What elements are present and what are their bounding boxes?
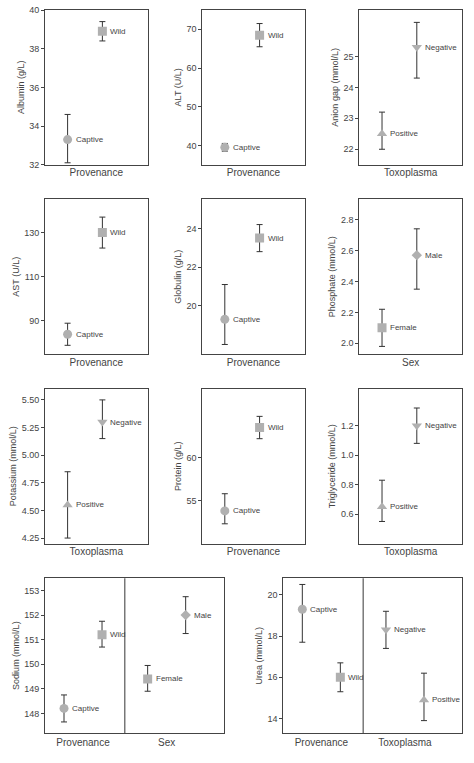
svg-text:Wild: Wild [268,423,284,432]
svg-text:22: 22 [344,144,354,154]
svg-text:Negative: Negative [425,421,457,430]
svg-text:4.75: 4.75 [22,478,40,488]
svg-text:32: 32 [29,160,39,170]
svg-text:90: 90 [29,316,39,326]
svg-text:2.4: 2.4 [341,277,354,287]
svg-text:Captive: Captive [233,506,261,515]
svg-text:Toxoplasma: Toxoplasma [70,546,124,557]
svg-text:148: 148 [24,708,39,718]
svg-text:1.0: 1.0 [341,450,354,460]
svg-text:Sex: Sex [158,737,175,748]
svg-text:Female: Female [390,323,417,332]
svg-text:Toxoplasma: Toxoplasma [384,546,438,557]
svg-text:16: 16 [267,672,277,682]
svg-text:AST (U/L): AST (U/L) [11,257,21,297]
svg-text:Phosphate (mmol/L): Phosphate (mmol/L) [327,236,337,317]
svg-text:60: 60 [186,63,196,73]
svg-text:Potassium (mmol/L): Potassium (mmol/L) [8,426,18,506]
svg-text:Negative: Negative [394,625,426,634]
svg-text:Female: Female [156,674,183,683]
svg-text:Albumin (g/L): Albumin (g/L) [16,61,26,115]
svg-text:4.25: 4.25 [22,533,40,543]
svg-text:24: 24 [186,224,196,234]
svg-text:151: 151 [24,635,39,645]
svg-text:Provenance: Provenance [227,546,281,557]
svg-text:14: 14 [267,714,277,724]
svg-text:20: 20 [186,301,196,311]
svg-text:Provenance: Provenance [227,357,281,368]
svg-text:Captive: Captive [76,135,104,144]
svg-text:Captive: Captive [233,315,261,324]
svg-text:23: 23 [344,113,354,123]
svg-text:34: 34 [29,121,39,131]
svg-text:2.6: 2.6 [341,246,354,256]
svg-text:Wild: Wild [110,630,126,639]
svg-text:50: 50 [186,102,196,112]
svg-text:55: 55 [186,496,196,506]
svg-text:Male: Male [194,611,212,620]
svg-text:Globulin (g/L): Globulin (g/L) [173,250,183,304]
svg-text:1.2: 1.2 [341,421,354,431]
svg-text:40: 40 [186,141,196,151]
svg-text:Provenance: Provenance [70,357,124,368]
svg-text:153: 153 [24,586,39,596]
svg-text:2.0: 2.0 [341,338,354,348]
svg-text:Toxoplasma: Toxoplasma [384,167,438,178]
svg-text:Sodium (mmol/L): Sodium (mmol/L) [11,621,21,690]
svg-text:Wild: Wild [268,234,284,243]
svg-text:36: 36 [29,83,39,93]
svg-text:Captive: Captive [76,330,104,339]
svg-text:Provenance: Provenance [227,167,281,178]
svg-text:Wild: Wild [348,673,364,682]
svg-text:Urea (mmol/L): Urea (mmol/L) [254,627,264,685]
svg-text:Negative: Negative [425,43,457,52]
svg-text:Provenance: Provenance [56,737,110,748]
svg-text:152: 152 [24,610,39,620]
svg-text:Provenance: Provenance [70,167,124,178]
svg-text:18: 18 [267,631,277,641]
svg-text:Captive: Captive [310,605,338,614]
svg-text:Sex: Sex [402,357,419,368]
svg-text:60: 60 [186,453,196,463]
svg-text:149: 149 [24,684,39,694]
svg-text:5.25: 5.25 [22,423,40,433]
svg-text:5.50: 5.50 [22,395,40,405]
svg-text:40: 40 [29,5,39,15]
svg-text:Anion gap (mmol/L): Anion gap (mmol/L) [330,48,340,127]
svg-text:Positive: Positive [76,500,105,509]
svg-text:Triglyceride (mmol/L): Triglyceride (mmol/L) [327,424,337,508]
svg-text:130: 130 [24,228,39,238]
svg-text:Wild: Wild [110,27,126,36]
svg-text:25: 25 [344,52,354,62]
svg-text:Protein (g/L): Protein (g/L) [173,441,183,491]
svg-text:Provenance: Provenance [295,737,349,748]
svg-text:Wild: Wild [268,31,284,40]
svg-text:38: 38 [29,44,39,54]
svg-text:Captive: Captive [233,143,261,152]
svg-text:24: 24 [344,83,354,93]
svg-text:20: 20 [267,590,277,600]
svg-text:Captive: Captive [72,704,100,713]
svg-text:2.8: 2.8 [341,215,354,225]
svg-text:2.2: 2.2 [341,308,354,318]
svg-text:Negative: Negative [110,418,142,427]
svg-text:150: 150 [24,659,39,669]
svg-text:Positive: Positive [390,129,419,138]
svg-text:ALT (U/L): ALT (U/L) [173,68,183,106]
svg-text:0.6: 0.6 [341,509,354,519]
svg-text:Positive: Positive [432,695,461,704]
svg-text:0.8: 0.8 [341,480,354,490]
svg-text:Wild: Wild [110,228,126,237]
svg-text:110: 110 [25,272,39,282]
svg-text:Positive: Positive [390,502,419,511]
svg-text:4.50: 4.50 [22,506,40,516]
svg-text:Male: Male [425,251,443,260]
svg-text:70: 70 [186,24,196,34]
svg-text:Toxoplasma: Toxoplasma [378,737,432,748]
svg-text:22: 22 [186,262,196,272]
svg-text:5.00: 5.00 [22,450,40,460]
